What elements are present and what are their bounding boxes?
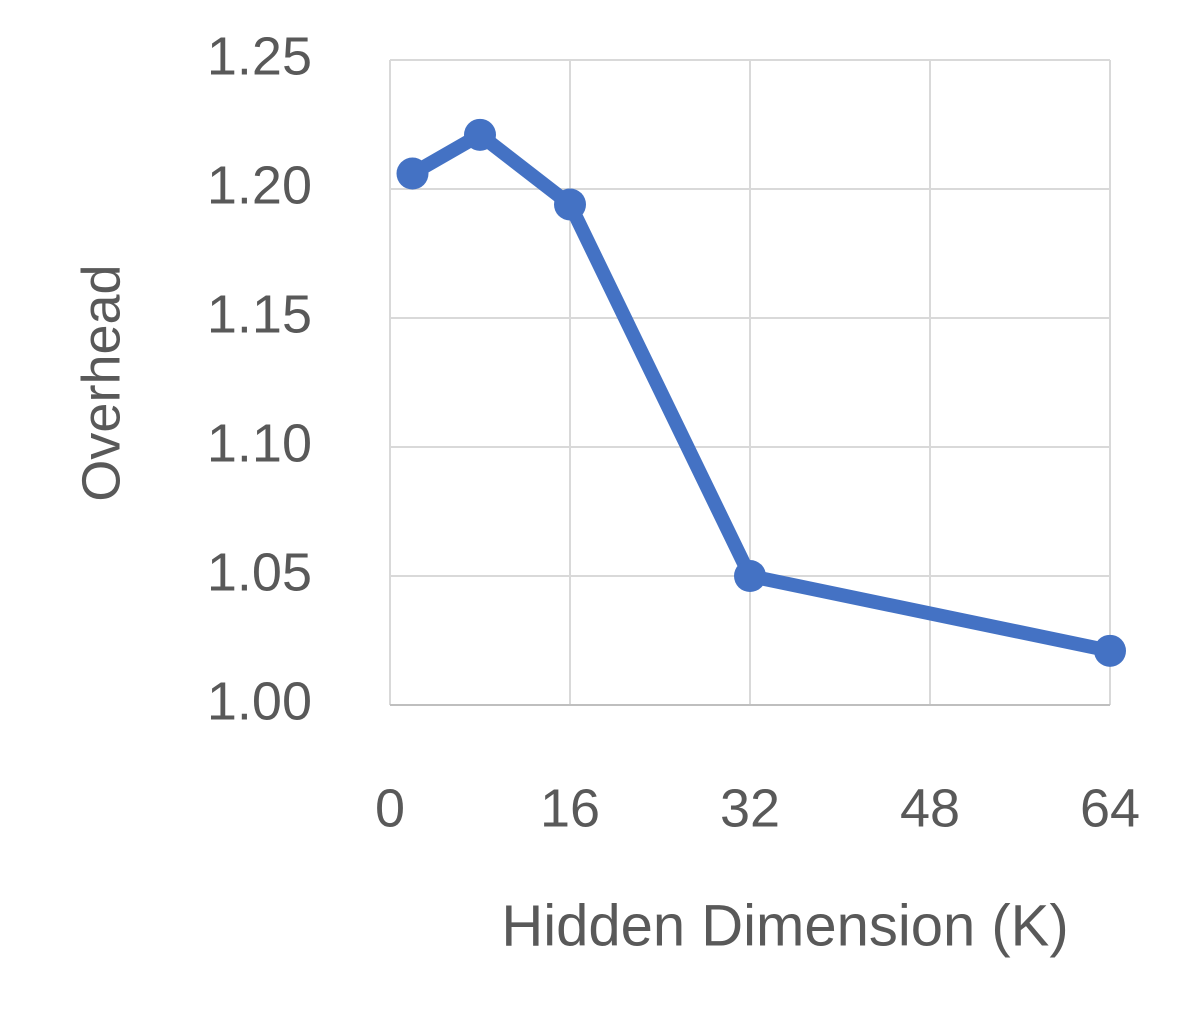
- point: [396, 157, 429, 190]
- y-tick-label: 1.15: [207, 284, 312, 344]
- x-tick-label: 0: [375, 778, 405, 838]
- x-tick-label: 16: [540, 778, 600, 838]
- point: [554, 188, 586, 221]
- x-axis-label: Hidden Dimension (K): [501, 893, 1068, 958]
- point: [464, 118, 496, 151]
- x-tick-label: 64: [1080, 778, 1140, 838]
- x-tick-label: 32: [720, 778, 780, 838]
- y-tick-label: 1.10: [207, 413, 312, 473]
- y-tick-label: 1.20: [207, 155, 312, 215]
- y-tick-label: 1.00: [207, 671, 312, 731]
- y-tick-label: 1.25: [207, 26, 312, 86]
- point: [734, 560, 766, 592]
- y-tick-label: 1.05: [207, 542, 312, 602]
- y-axis-label: Overhead: [71, 264, 131, 501]
- x-tick-label: 48: [900, 778, 960, 838]
- point: [1094, 634, 1126, 667]
